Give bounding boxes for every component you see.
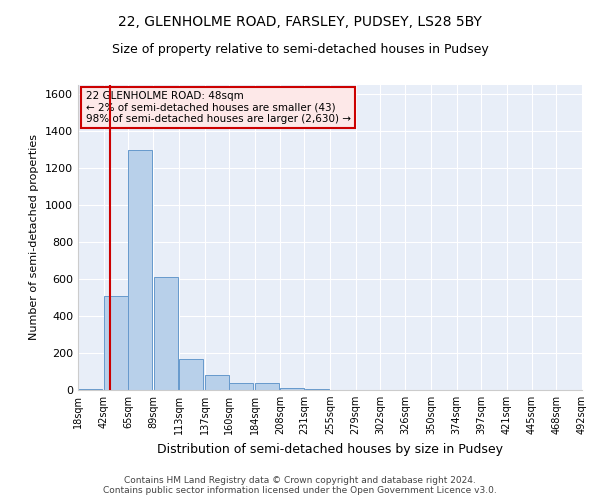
Bar [229,382,253,390]
Bar [305,389,329,390]
Bar [280,388,304,390]
Y-axis label: Number of semi-detached properties: Number of semi-detached properties [29,134,40,340]
Text: 22 GLENHOLME ROAD: 48sqm
← 2% of semi-detached houses are smaller (43)
98% of se: 22 GLENHOLME ROAD: 48sqm ← 2% of semi-de… [86,91,350,124]
Text: 22, GLENHOLME ROAD, FARSLEY, PUDSEY, LS28 5BY: 22, GLENHOLME ROAD, FARSLEY, PUDSEY, LS2… [118,15,482,29]
X-axis label: Distribution of semi-detached houses by size in Pudsey: Distribution of semi-detached houses by … [157,442,503,456]
Bar [104,296,128,390]
Bar [179,358,203,390]
Bar [205,375,229,390]
Bar [255,382,278,390]
Text: Contains HM Land Registry data © Crown copyright and database right 2024.
Contai: Contains HM Land Registry data © Crown c… [103,476,497,495]
Bar [128,150,152,390]
Bar [78,389,102,390]
Bar [154,277,178,390]
Text: Size of property relative to semi-detached houses in Pudsey: Size of property relative to semi-detach… [112,42,488,56]
